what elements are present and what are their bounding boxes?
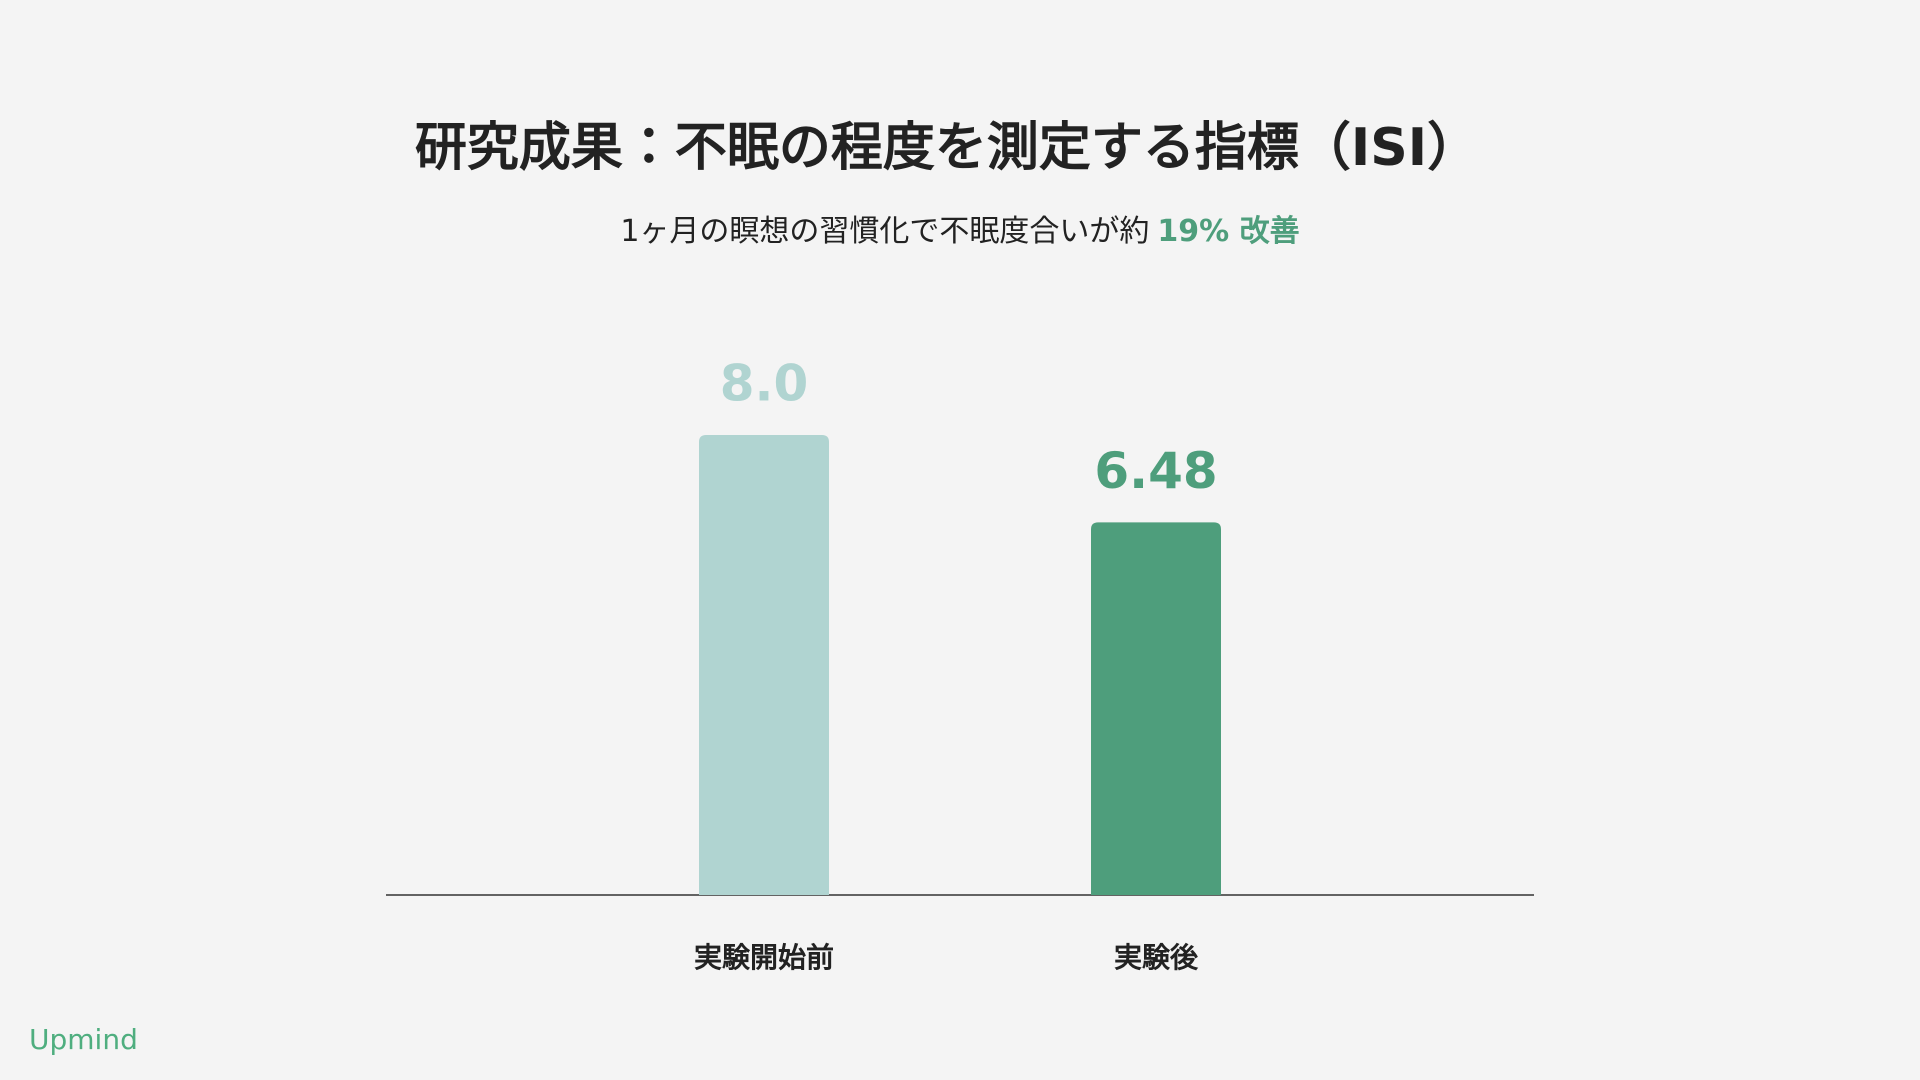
chart-subtitle: 1ヶ月の瞑想の習慣化で不眠度合いが約 19% 改善	[620, 214, 1299, 249]
subtitle-text: 1ヶ月の瞑想の習慣化で不眠度合いが約	[620, 214, 1149, 249]
subtitle-highlight: 19% 改善	[1157, 214, 1299, 249]
bar	[1091, 522, 1221, 895]
chart-title: 研究成果：不眠の程度を測定する指標（ISI）	[415, 118, 1479, 178]
x-tick-label: 実験後	[1114, 941, 1199, 974]
value-label: 6.48	[1094, 442, 1217, 500]
x-tick-label: 実験開始前	[694, 941, 834, 974]
value-label: 8.0	[720, 355, 809, 413]
logo: Upmind	[29, 1023, 138, 1056]
bar	[699, 435, 829, 895]
